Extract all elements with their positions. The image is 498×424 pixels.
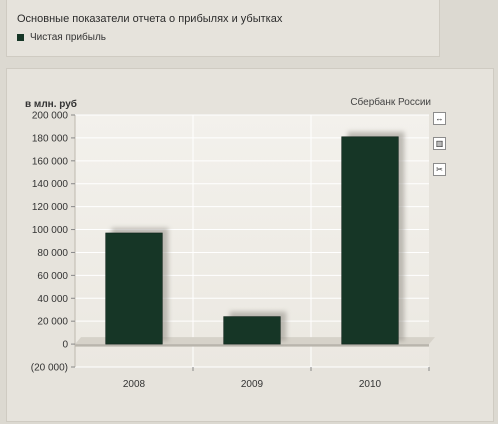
- reset-zoom-icon[interactable]: ↔: [433, 112, 446, 125]
- y-tick-label: (20 000): [31, 363, 68, 374]
- chart-panel: в млн. руб Сбербанк России ↔ ▥ ✂ 200 000…: [6, 68, 494, 422]
- x-tick-labels: 2008 2009 2010: [123, 367, 430, 390]
- chart-title: Основные показатели отчета о прибылях и …: [17, 13, 283, 25]
- x-tick-label: 2010: [359, 379, 382, 390]
- bar-2010: [341, 136, 399, 345]
- bars: [105, 136, 399, 345]
- y-tick-label: 40 000: [37, 294, 68, 305]
- bar-2008: [105, 232, 163, 345]
- legend-swatch: [17, 34, 24, 41]
- header-panel: Основные показатели отчета о прибылях и …: [6, 0, 440, 57]
- bar-chart-icon[interactable]: ▥: [433, 137, 446, 150]
- source-label: Сбербанк России: [350, 97, 431, 108]
- y-tick-label: 60 000: [37, 271, 68, 282]
- zero-line: [75, 344, 429, 347]
- y-tick-label: 180 000: [32, 133, 69, 144]
- y-axis-unit-label: в млн. руб: [25, 99, 77, 110]
- x-tick-label: 2009: [241, 379, 264, 390]
- y-tick-label: 200 000: [32, 111, 69, 122]
- legend-label[interactable]: Чистая прибыль: [30, 32, 106, 43]
- y-tick-label: 0: [62, 340, 68, 351]
- bar-chart: 200 000 180 000 160 000 140 000 120 000 100 0…: [31, 111, 435, 390]
- y-tick-label: 120 000: [32, 202, 69, 213]
- print-icon[interactable]: ✂: [433, 163, 446, 176]
- y-tick-label: 80 000: [37, 248, 68, 259]
- y-tick-labels: 200 000 180 000 160 000 140 000 120 000 100 0…: [31, 111, 75, 374]
- y-tick-label: 160 000: [32, 156, 69, 167]
- legend: Чистая прибыль: [17, 32, 106, 43]
- x-tick-label: 2008: [123, 379, 146, 390]
- y-tick-label: 20 000: [37, 317, 68, 328]
- y-tick-label: 140 000: [32, 179, 69, 190]
- y-tick-label: 100 000: [32, 225, 69, 236]
- bar-2009: [223, 316, 281, 345]
